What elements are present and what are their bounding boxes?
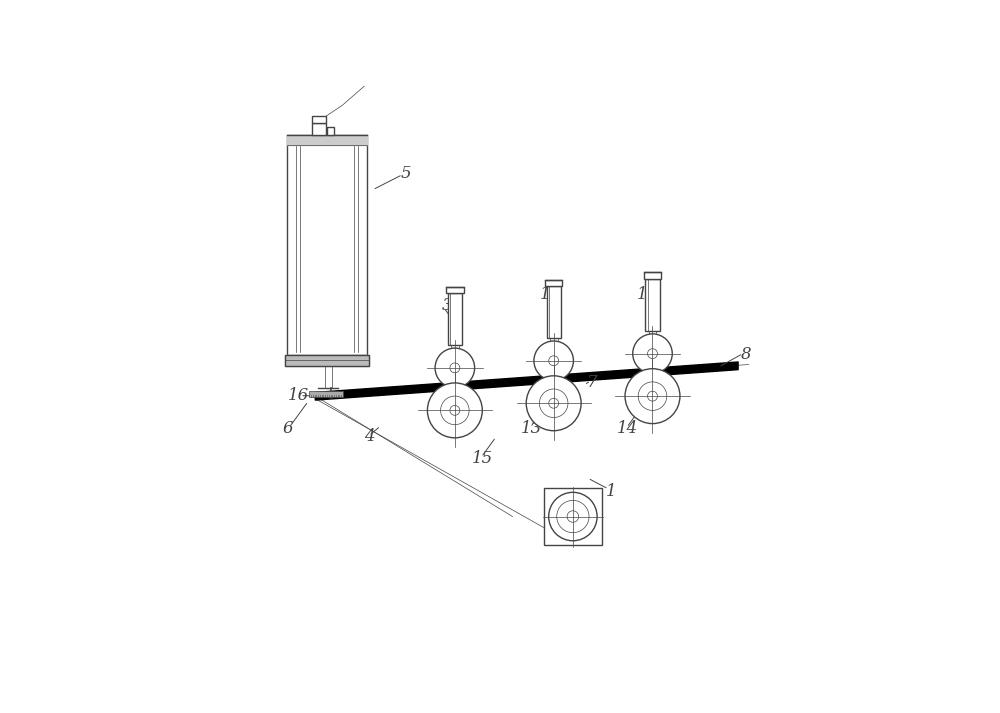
Bar: [448, 293, 462, 345]
Text: 11: 11: [631, 374, 652, 391]
Circle shape: [427, 383, 482, 438]
Bar: [327, 126, 334, 135]
Text: 14: 14: [617, 420, 638, 437]
Circle shape: [625, 369, 680, 424]
Circle shape: [435, 348, 475, 388]
Bar: [285, 354, 369, 366]
Text: 4: 4: [364, 429, 375, 446]
Text: 15: 15: [472, 451, 493, 468]
Bar: [547, 286, 561, 338]
Text: 6: 6: [282, 420, 293, 437]
Text: 3: 3: [441, 297, 452, 314]
Bar: [544, 488, 602, 545]
Text: 10: 10: [540, 286, 562, 303]
Bar: [545, 279, 562, 286]
Text: 5: 5: [400, 165, 411, 182]
Text: 8: 8: [741, 346, 751, 363]
Bar: [312, 116, 326, 123]
Text: 7: 7: [587, 374, 597, 391]
Bar: [309, 391, 343, 397]
Text: 13: 13: [521, 420, 542, 437]
Circle shape: [534, 341, 573, 381]
Text: 16: 16: [288, 387, 309, 404]
Circle shape: [633, 334, 672, 374]
Bar: [312, 123, 326, 135]
Bar: [446, 287, 464, 293]
Text: 12: 12: [636, 286, 658, 303]
Text: 9: 9: [540, 374, 551, 391]
Bar: [644, 272, 661, 279]
Bar: [645, 279, 660, 331]
Circle shape: [526, 376, 581, 431]
Bar: [287, 135, 367, 354]
Text: 1: 1: [606, 483, 617, 501]
Text: 2: 2: [436, 384, 446, 401]
